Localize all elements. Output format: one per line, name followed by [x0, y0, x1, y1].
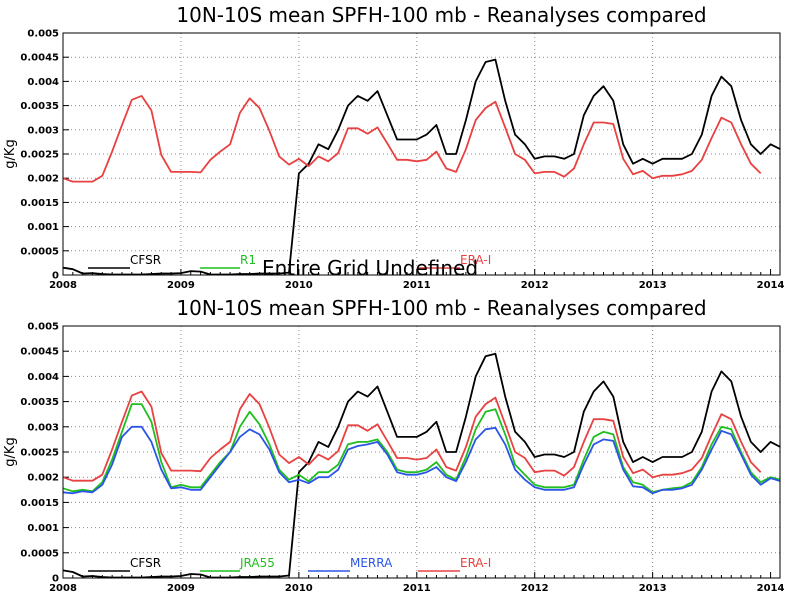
y-tick-label: 0.002 — [27, 473, 59, 484]
y-tick-label: 0.0035 — [20, 397, 59, 408]
series-line-era-i — [62, 95, 762, 183]
series-line-era-i — [62, 390, 762, 482]
series-line-jra55 — [62, 403, 781, 494]
y-axis-label: g/Kg — [3, 437, 18, 466]
series-line-cfsr — [62, 352, 781, 579]
y-tick-label: 0.0035 — [20, 101, 59, 112]
y-tick-label: 0.001 — [27, 523, 59, 534]
y-tick-label: 0.0015 — [20, 498, 59, 509]
y-tick-label: 0.0025 — [20, 150, 59, 161]
y-tick-label: 0.0015 — [20, 198, 59, 209]
series-line-cfsr — [62, 58, 781, 276]
x-tick-label: 2013 — [639, 280, 667, 291]
y-tick-label: 0 — [52, 271, 59, 282]
x-tick-label: 2013 — [639, 583, 667, 594]
y-tick-label: 0.004 — [27, 77, 59, 88]
legend-label-era-i: ERA-I — [460, 556, 491, 570]
y-tick-label: 0.0045 — [20, 347, 59, 358]
y-tick-label: 0.0005 — [20, 548, 59, 559]
x-tick-label: 2010 — [285, 583, 313, 594]
x-tick-label: 2010 — [285, 280, 313, 291]
y-tick-label: 0.0045 — [20, 53, 59, 64]
undefined-grid-message: Entire Grid Undefined — [262, 256, 478, 280]
y-tick-label: 0.005 — [27, 29, 59, 40]
x-tick-label: 2011 — [403, 583, 431, 594]
legend-label-cfsr: CFSR — [130, 253, 161, 267]
chart-title: 10N-10S mean SPFH-100 mb - Reanalyses co… — [176, 296, 706, 320]
y-tick-label: 0.003 — [27, 422, 59, 433]
x-tick-label: 2009 — [167, 583, 195, 594]
x-tick-label: 2012 — [521, 280, 549, 291]
legend-label-cfsr: CFSR — [130, 556, 161, 570]
y-tick-label: 0.005 — [27, 322, 59, 333]
y-tick-label: 0 — [52, 574, 59, 585]
x-tick-label: 2009 — [167, 280, 195, 291]
y-tick-label: 0.0025 — [20, 448, 59, 459]
x-tick-label: 2008 — [49, 280, 77, 291]
legend-label-r1: R1 — [240, 253, 256, 267]
x-tick-label: 2008 — [49, 583, 77, 594]
legend-label-jra55: JRA55 — [239, 556, 275, 570]
y-tick-label: 0.002 — [27, 174, 59, 185]
y-tick-label: 0.0005 — [20, 246, 59, 257]
legend-label-merra: MERRA — [350, 556, 393, 570]
y-tick-label: 0.001 — [27, 222, 59, 233]
chart-title: 10N-10S mean SPFH-100 mb - Reanalyses co… — [176, 3, 706, 27]
x-tick-label: 2014 — [757, 583, 785, 594]
x-tick-label: 2012 — [521, 583, 549, 594]
x-tick-label: 2011 — [403, 280, 431, 291]
legend-label-era-i: ERA-I — [460, 253, 491, 267]
series-line-merra — [62, 425, 781, 495]
y-axis-label: g/Kg — [3, 139, 18, 168]
plot-frame — [62, 32, 781, 276]
x-tick-label: 2014 — [757, 280, 785, 291]
y-tick-label: 0.003 — [27, 125, 59, 136]
y-tick-label: 0.004 — [27, 372, 59, 383]
plot-frame — [62, 325, 781, 579]
